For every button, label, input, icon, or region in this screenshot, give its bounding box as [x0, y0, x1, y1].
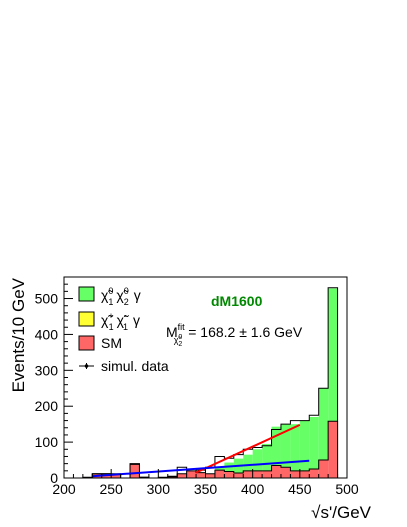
legend-swatch-red	[78, 335, 95, 351]
x-tick-label-300: 300	[147, 481, 171, 497]
y-tick-label-500: 500	[35, 291, 59, 307]
bar-sm-bin-26	[309, 469, 319, 478]
legend-label-sm: SM	[101, 335, 122, 351]
legend-sup-4: -	[124, 311, 127, 321]
legend-gamma-1: γ	[134, 287, 141, 303]
legend-sub-4: 1	[123, 322, 128, 332]
bar-sm-bin-18	[233, 472, 244, 478]
legend-gamma-2: γ	[133, 312, 140, 328]
y-tick-label-0: 0	[50, 470, 58, 486]
x-tick-label-350: 350	[194, 481, 218, 497]
x-tick-label-450: 450	[288, 481, 312, 497]
fit-sub-sub: 2	[178, 341, 182, 348]
bar-sm-bin-28	[328, 421, 338, 478]
bar-chi10-chi20-bin-22	[271, 426, 281, 466]
bar-chi10-chi20-bin-20	[252, 449, 263, 471]
bar-sm-bin-17	[224, 471, 234, 478]
legend-sub-2: 2	[124, 297, 129, 307]
bar-sm-bin-20	[252, 470, 263, 478]
bar-sm-bin-25	[299, 470, 310, 478]
bar-chi10-chi20-bin-21	[262, 443, 272, 471]
bar-sm-bin-14	[196, 472, 206, 478]
legend-sup-3: +	[108, 311, 113, 321]
legend-sub-1: 1	[108, 297, 113, 307]
histogram-bars	[92, 288, 338, 478]
fit-line-blue	[92, 459, 310, 478]
bar-sm-bin-24	[290, 470, 300, 478]
bar-sm-bin-5	[111, 474, 121, 478]
bar-sm-bin-11	[167, 476, 178, 478]
bar-sm-bin-7	[130, 464, 140, 478]
legend-label-chi1p-chi1m: χ̃+ 1 χ̃-1 γ	[101, 311, 140, 332]
x-tick-label-250: 250	[99, 481, 123, 497]
model-label: dM1600	[211, 293, 263, 309]
legend-entry-chi1p-chi1m: χ̃+ 1 χ̃-1 γ	[78, 311, 140, 332]
legend-sub-3: 1	[109, 322, 114, 332]
fit-lines	[92, 423, 310, 478]
bar-sm-bin-16	[214, 470, 225, 478]
y-tick-label-200: 200	[35, 398, 59, 414]
y-tick-label-300: 300	[35, 362, 59, 378]
legend-swatch-green	[78, 286, 95, 302]
fit-sub-chi: χ̃	[174, 335, 183, 345]
legend: χ̃0 1 χ̃0 2 γ χ̃+ 1 χ̃-1 γ SM simul. data	[78, 286, 169, 374]
legend-label-data: simul. data	[101, 358, 169, 374]
legend-entry-data: simul. data	[79, 358, 169, 374]
legend-label-chi10-chi20: χ̃0 1 χ̃0 2 γ	[101, 286, 141, 307]
legend-sup-2: 0	[124, 286, 129, 296]
bar-sm-bin-15	[205, 473, 215, 478]
bar-chi10-chi20-bin-19	[243, 454, 253, 471]
x-axis-label: √s'/GeV	[311, 503, 371, 522]
bar-sm-bin-19	[243, 470, 253, 478]
legend-swatch-yellow	[78, 311, 95, 327]
fit-value: = 168.2 ± 1.6 GeV	[188, 324, 303, 340]
fit-m: M	[166, 324, 178, 340]
bar-sm-bin-12	[177, 473, 187, 478]
y-axis-label: Events/10 GeV	[9, 277, 28, 392]
y-tick-label-400: 400	[35, 326, 59, 342]
y-tick-label-100: 100	[35, 434, 59, 450]
bar-sm-bin-13	[186, 470, 197, 478]
bar-chi10-chi20-bin-28	[328, 288, 338, 422]
bar-sm-bin-27	[318, 460, 329, 478]
bar-sm-bin-21	[262, 470, 272, 478]
y-axis: 0 100 200 300 400 500	[35, 276, 73, 486]
bar-sm-bin-23	[280, 467, 291, 478]
bar-chi10-chi20-bin-23	[280, 424, 291, 468]
bar-chi10-chi20-bin-26	[309, 416, 319, 470]
bar-chi10-chi20-bin-24	[290, 424, 300, 471]
bar-chi10-chi20-bin-25	[299, 420, 310, 471]
fit-sup: fit	[178, 322, 186, 332]
legend-entry-sm: SM	[78, 335, 122, 351]
x-axis: 200 250 300 350 400 450 500	[52, 469, 359, 497]
bar-chi10-chi20-bin-16	[214, 466, 225, 471]
legend-entry-chi10-chi20: χ̃0 1 χ̃0 2 γ	[78, 286, 141, 307]
fit-line-red	[195, 423, 301, 474]
fit-result: Mfit χ̃0 2 = 168.2 ± 1.6 GeV	[166, 322, 303, 348]
bar-sm-bin-22	[271, 465, 281, 478]
legend-sup-1: 0	[108, 286, 113, 296]
fit-sub-sup: 0	[178, 334, 182, 341]
legend-data-point	[84, 364, 89, 368]
x-tick-label-500: 500	[335, 481, 359, 497]
x-tick-label-200: 200	[52, 481, 76, 497]
x-tick-label-400: 400	[241, 481, 265, 497]
bar-chi10-chi20-bin-27	[318, 388, 329, 461]
